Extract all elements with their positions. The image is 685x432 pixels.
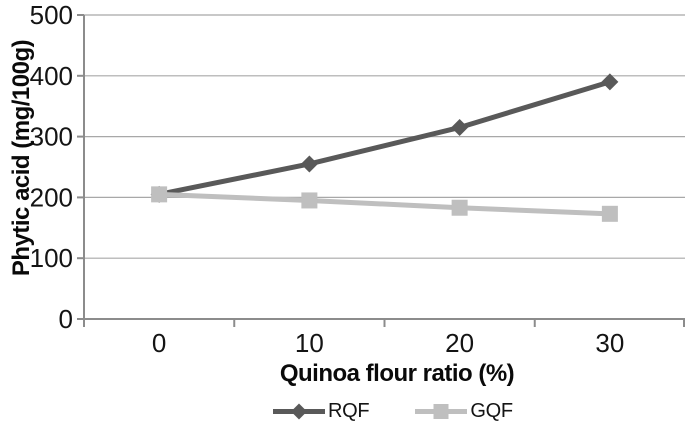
x-axis-title: Quinoa flour ratio (%)	[279, 360, 515, 387]
series-line-rqf	[158, 79, 611, 197]
legend-item-rqf: RQF	[273, 400, 370, 422]
x-tick-label: 10	[295, 328, 324, 358]
y-axis-title: Phytic acid (mg/100g)	[8, 39, 35, 277]
chart-legend: RQF GQF	[273, 401, 513, 421]
rqf-line-diamond-marker-icon	[273, 403, 325, 419]
gqf-marker	[451, 199, 468, 216]
legend-diamond-icon	[291, 403, 307, 419]
legend-label-gqf: GQF	[470, 400, 513, 422]
y-tick-label: 100	[30, 243, 73, 273]
legend-item-gqf: GQF	[415, 400, 513, 422]
y-tick-label: 0	[59, 304, 73, 334]
rqf-marker	[601, 73, 619, 91]
y-tick-label: 400	[30, 61, 73, 91]
y-tick-label: 300	[30, 122, 73, 152]
x-tick-label: 30	[595, 328, 624, 358]
legend-label-rqf: RQF	[328, 400, 370, 422]
gqf-marker	[601, 205, 618, 222]
series-line-gqf	[159, 191, 610, 217]
legend-square-icon	[433, 403, 449, 419]
x-tick-label: 0	[152, 328, 166, 358]
gqf-marker	[301, 192, 318, 209]
gqf-marker	[151, 186, 168, 203]
gqf-line-square-marker-icon	[415, 403, 468, 419]
y-tick-label: 500	[30, 0, 73, 30]
y-tick-label: 200	[30, 182, 73, 212]
rqf-marker	[300, 155, 318, 173]
x-tick-label: 20	[445, 328, 474, 358]
rqf-marker	[451, 118, 469, 136]
